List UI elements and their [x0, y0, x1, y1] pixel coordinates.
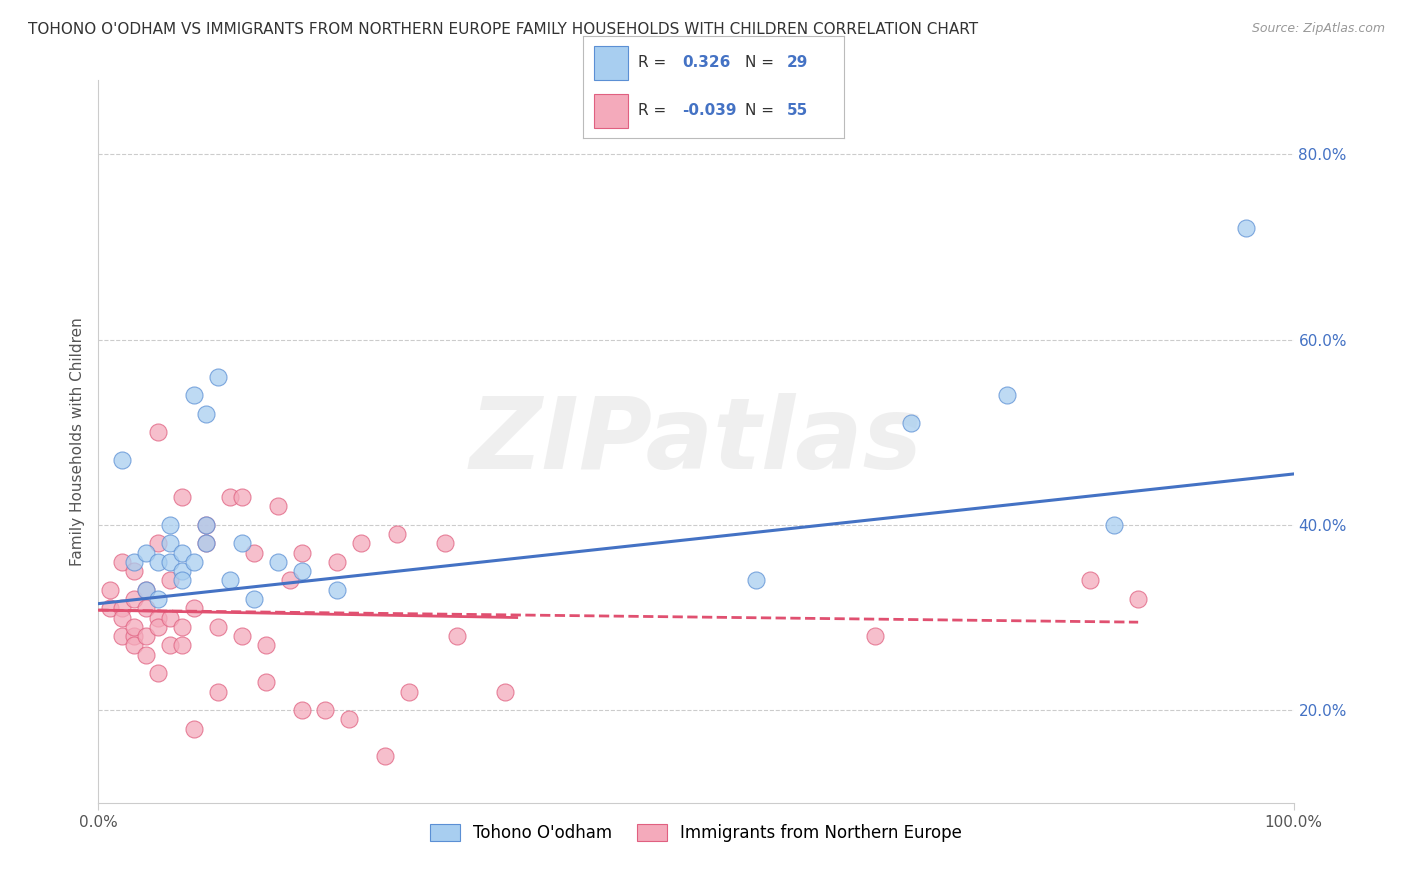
Point — [195, 517, 218, 532]
Point — [135, 582, 157, 597]
Point — [98, 582, 122, 597]
Point — [1080, 574, 1102, 588]
Point — [183, 388, 205, 402]
Point — [172, 620, 194, 634]
Point — [148, 666, 170, 681]
Text: ZIPatlas: ZIPatlas — [470, 393, 922, 490]
Point — [339, 713, 361, 727]
Point — [326, 555, 349, 569]
Point — [219, 490, 242, 504]
Point — [135, 601, 157, 615]
Point — [98, 601, 122, 615]
Point — [183, 722, 205, 736]
Point — [1128, 592, 1150, 607]
Point — [124, 620, 146, 634]
Point — [124, 638, 146, 652]
Point — [135, 648, 157, 662]
Text: -0.039: -0.039 — [682, 103, 737, 118]
Point — [207, 620, 229, 634]
Point — [124, 629, 146, 643]
Point — [135, 629, 157, 643]
Point — [745, 574, 768, 588]
Point — [172, 564, 194, 578]
Text: 29: 29 — [786, 55, 808, 70]
Point — [195, 536, 218, 550]
Point — [111, 453, 134, 467]
Point — [111, 629, 134, 643]
Point — [148, 620, 170, 634]
Point — [159, 555, 181, 569]
Point — [398, 684, 420, 698]
Legend: Tohono O'odham, Immigrants from Northern Europe: Tohono O'odham, Immigrants from Northern… — [423, 817, 969, 848]
Point — [124, 555, 146, 569]
Point — [195, 536, 218, 550]
Text: N =: N = — [745, 55, 773, 70]
Text: TOHONO O'ODHAM VS IMMIGRANTS FROM NORTHERN EUROPE FAMILY HOUSEHOLDS WITH CHILDRE: TOHONO O'ODHAM VS IMMIGRANTS FROM NORTHE… — [28, 22, 979, 37]
Point — [111, 555, 134, 569]
Point — [172, 490, 194, 504]
Point — [231, 629, 253, 643]
Point — [172, 574, 194, 588]
Point — [135, 546, 157, 560]
Point — [254, 638, 277, 652]
Point — [291, 703, 314, 717]
Point — [865, 629, 887, 643]
Point — [243, 546, 266, 560]
Point — [267, 500, 290, 514]
Bar — [593, 95, 627, 128]
Point — [148, 536, 170, 550]
Point — [267, 555, 290, 569]
Bar — [593, 45, 627, 79]
Point — [995, 388, 1018, 402]
Point — [172, 638, 194, 652]
Point — [159, 610, 181, 624]
Point — [207, 369, 229, 384]
Point — [254, 675, 277, 690]
Point — [243, 592, 266, 607]
Text: 55: 55 — [786, 103, 807, 118]
Point — [159, 574, 181, 588]
Point — [278, 574, 301, 588]
Point — [900, 416, 922, 430]
Point — [374, 749, 396, 764]
Point — [291, 564, 314, 578]
Point — [183, 601, 205, 615]
Point — [183, 555, 205, 569]
Point — [159, 536, 181, 550]
Point — [195, 407, 218, 421]
Point — [124, 592, 146, 607]
Point — [124, 564, 146, 578]
Point — [111, 601, 134, 615]
Point — [1104, 517, 1126, 532]
Point — [148, 555, 170, 569]
Point — [231, 536, 253, 550]
Point — [148, 592, 170, 607]
Point — [135, 582, 157, 597]
Point — [207, 684, 229, 698]
Point — [172, 546, 194, 560]
Point — [446, 629, 468, 643]
Point — [315, 703, 337, 717]
Text: R =: R = — [638, 103, 666, 118]
Point — [159, 638, 181, 652]
Point — [1234, 221, 1257, 235]
Point — [434, 536, 457, 550]
Point — [494, 684, 516, 698]
Point — [326, 582, 349, 597]
Point — [148, 425, 170, 440]
Text: N =: N = — [745, 103, 773, 118]
Point — [291, 546, 314, 560]
Y-axis label: Family Households with Children: Family Households with Children — [69, 318, 84, 566]
Point — [219, 574, 242, 588]
Text: Source: ZipAtlas.com: Source: ZipAtlas.com — [1251, 22, 1385, 36]
Point — [385, 527, 409, 541]
Point — [148, 610, 170, 624]
Text: R =: R = — [638, 55, 666, 70]
Point — [111, 610, 134, 624]
Text: 0.326: 0.326 — [682, 55, 731, 70]
Point — [231, 490, 253, 504]
Point — [195, 517, 218, 532]
Point — [159, 517, 181, 532]
Point — [350, 536, 373, 550]
